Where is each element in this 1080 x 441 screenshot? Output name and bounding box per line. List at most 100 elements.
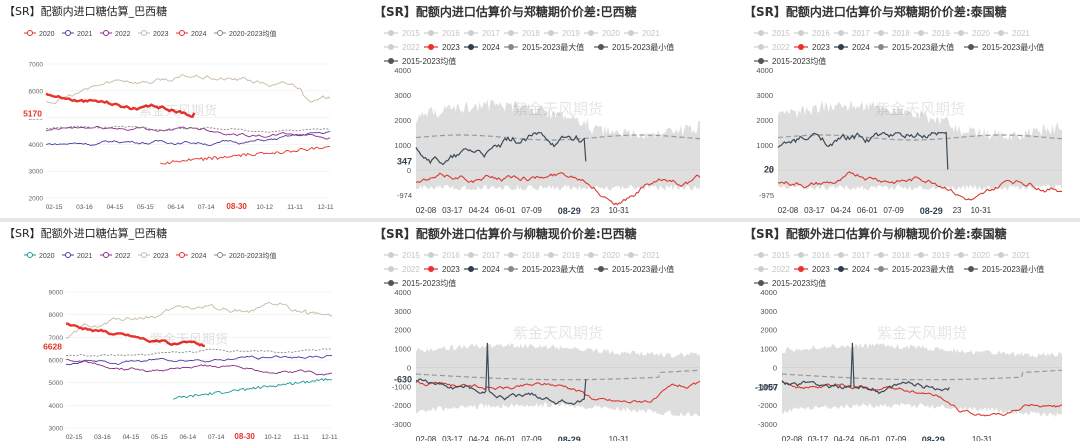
legend-label: 2022 [772,265,790,274]
legend-marker [998,252,1004,258]
legend-marker [918,30,924,36]
legend-label: 2015-2023均值 [772,278,826,288]
y-tick-label: 6000 [49,358,64,365]
legend-marker [468,266,474,272]
y-tick-label: -2000 [392,401,411,410]
y-tick-label: 4000 [760,288,777,297]
series-line-2024 [415,131,587,166]
legend-marker [798,30,804,36]
legend-marker [103,30,109,36]
legend-label: 2023 [153,253,169,260]
legend-label: 2024 [482,265,500,274]
x-tick-label: 12-11 [321,434,338,441]
legend-label: 2019 [562,251,580,260]
legend-marker [998,30,1004,36]
legend-label: 2023 [153,31,169,38]
x-tick-label: 04-15 [123,434,140,441]
mean-line [781,369,1063,381]
y-tick-label: 3000 [49,426,64,433]
legend-marker [468,30,474,36]
series-line-2023 [777,171,1063,201]
chart-panel-import-quota-in-brazil: 【SR】配额内进口糖估算_巴西糖 2020 2021 2022 2023 2024 202… [0,0,345,218]
x-tick-label: 07-14 [198,204,215,211]
legend-label: 2016 [442,29,460,38]
x-tick-label: 07-09 [886,435,907,441]
y-tick-label: 3000 [394,307,411,316]
y-tick-label: 2000 [394,326,411,335]
x-tick-label: 23 [591,206,600,215]
legend-marker [758,44,764,50]
legend-label: 2015-2023最大值 [522,42,584,52]
y-tick-label: 0 [773,363,777,372]
watermark: 紫金天风期货 [139,103,217,118]
legend-label: 2022 [402,265,420,274]
legend-label: 2015-2023最大值 [892,42,954,52]
legend-marker [628,30,634,36]
legend-label: 2020-2023均值 [229,29,276,38]
series-line-2023 [781,381,1063,417]
legend-label: 2017 [852,29,870,38]
series-line-current [45,92,196,118]
current-date-label: 08-29 [920,206,943,216]
legend-label: 2020-2023均值 [229,251,276,260]
y-tick-label: 3000 [760,307,777,316]
legend-label: 2015 [402,251,420,260]
y-tick-label: 6000 [29,88,44,95]
legend-marker [838,30,844,36]
legend-marker [968,44,974,50]
y-tick-label: 3000 [394,91,411,100]
y-tick-label: 0 [407,166,411,175]
legend-marker [388,280,394,286]
x-tick-label: 10-12 [256,204,273,211]
legend-marker [798,44,804,50]
current-value-label: 5170 [23,109,42,119]
legend-label: 2020 [972,251,990,260]
x-tick-label: 03-17 [808,435,829,441]
legend-marker [958,30,964,36]
series-line-2024 [415,342,587,406]
legend-marker [758,266,764,272]
y-tick-label: 8000 [49,312,64,319]
legend-marker [758,280,764,286]
watermark: 紫金天风期货 [877,325,967,342]
y-tick-label: 5000 [49,380,64,387]
legend-marker [878,266,884,272]
legend-label: 2024 [191,253,207,260]
y-tick-label: 3000 [29,169,44,176]
x-tick-label: 07-14 [208,434,225,441]
legend-label: 2023 [812,265,830,274]
series-line [45,125,331,133]
chart-panel-import-quota-out-brazil: 【SR】配额外进口糖估算_巴西糖 2020 2021 2022 2023 2024 202… [0,222,345,441]
legend-label: 2019 [932,251,950,260]
legend-label: 2022 [115,31,131,38]
x-tick-label: 06-01 [495,206,516,215]
legend-label: 2019 [932,29,950,38]
chart-title: 【SR】配额外进口糖估算_巴西糖 [4,227,168,240]
legend-label: 2020 [602,29,620,38]
x-tick-label: 10-31 [972,435,993,441]
x-tick-label: 07-09 [521,206,542,215]
series-line [160,145,331,165]
legend-marker [508,252,514,258]
watermark: 紫金天风期货 [513,101,603,118]
x-tick-label: 03-16 [76,204,93,211]
y-tick-label: 1000 [756,141,773,150]
legend-marker [468,44,474,50]
legend-marker [388,30,394,36]
legend-marker [388,58,394,64]
legend-marker [508,30,514,36]
y-tick-label: 4000 [394,288,411,297]
current-value-bg [2,107,43,120]
x-tick-label: 02-08 [416,435,437,441]
current-date-label: 08-30 [226,202,247,211]
x-tick-label: 11-11 [293,434,309,441]
x-tick-label: 11-11 [287,204,303,211]
chart-title: 【SR】配额外进口估算价与柳糖现价价差:泰国糖 [744,227,1007,241]
legend-label: 2019 [562,29,580,38]
x-tick-label: 06-01 [495,435,516,441]
watermark: 紫金天风期货 [150,332,228,347]
series-line-2024 [781,342,950,395]
legend-label: 2024 [852,43,870,52]
y-tick-label: 2000 [760,326,777,335]
x-tick-label: 07-09 [521,435,542,441]
